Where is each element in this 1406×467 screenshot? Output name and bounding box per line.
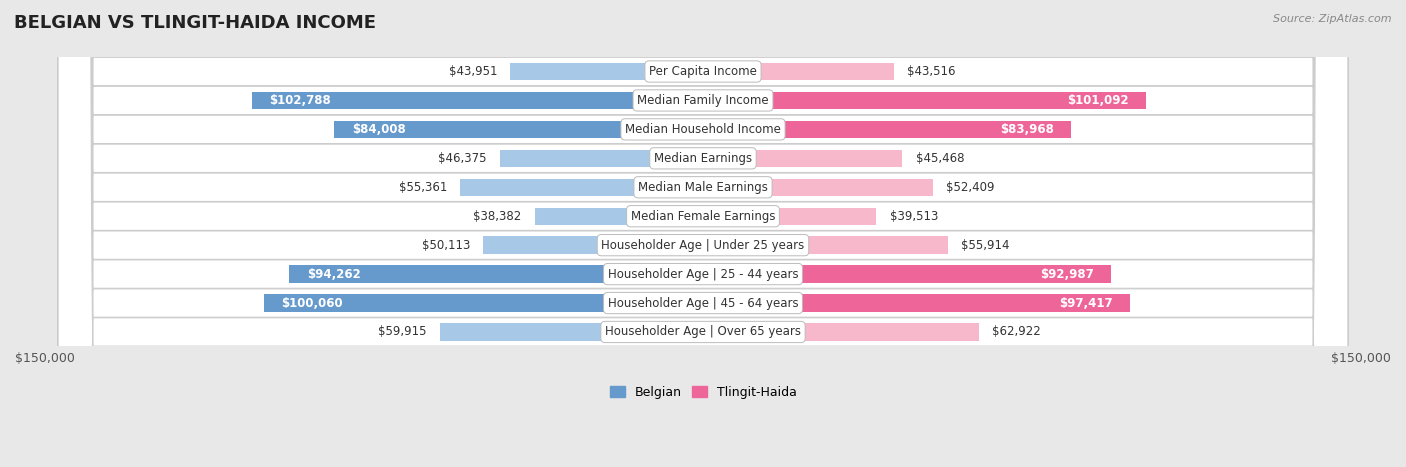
- Bar: [440, 323, 703, 340]
- Text: $102,788: $102,788: [270, 94, 332, 107]
- Text: $39,513: $39,513: [890, 210, 938, 223]
- Text: $46,375: $46,375: [437, 152, 486, 165]
- Bar: [252, 92, 703, 109]
- Bar: [703, 149, 903, 167]
- FancyBboxPatch shape: [58, 0, 1348, 467]
- Text: Median Earnings: Median Earnings: [654, 152, 752, 165]
- Text: $55,361: $55,361: [398, 181, 447, 194]
- Text: $62,922: $62,922: [993, 325, 1040, 339]
- Text: $92,987: $92,987: [1039, 268, 1094, 281]
- Text: Median Household Income: Median Household Income: [626, 123, 780, 136]
- FancyBboxPatch shape: [58, 0, 1348, 467]
- Text: $52,409: $52,409: [946, 181, 994, 194]
- Text: $97,417: $97,417: [1059, 297, 1112, 310]
- Text: $94,262: $94,262: [307, 268, 361, 281]
- Bar: [703, 323, 979, 340]
- Text: Householder Age | 25 - 44 years: Householder Age | 25 - 44 years: [607, 268, 799, 281]
- Text: Per Capita Income: Per Capita Income: [650, 65, 756, 78]
- Bar: [534, 207, 703, 225]
- Bar: [499, 149, 703, 167]
- Bar: [290, 265, 703, 283]
- FancyBboxPatch shape: [58, 0, 1348, 467]
- Text: Householder Age | 45 - 64 years: Householder Age | 45 - 64 years: [607, 297, 799, 310]
- Bar: [703, 63, 894, 80]
- FancyBboxPatch shape: [58, 0, 1348, 467]
- Text: BELGIAN VS TLINGIT-HAIDA INCOME: BELGIAN VS TLINGIT-HAIDA INCOME: [14, 14, 375, 32]
- FancyBboxPatch shape: [58, 0, 1348, 467]
- Text: Householder Age | Over 65 years: Householder Age | Over 65 years: [605, 325, 801, 339]
- Bar: [703, 178, 934, 196]
- Text: $43,951: $43,951: [449, 65, 498, 78]
- FancyBboxPatch shape: [58, 0, 1348, 467]
- Text: $83,968: $83,968: [1000, 123, 1054, 136]
- Text: $43,516: $43,516: [907, 65, 956, 78]
- Text: $38,382: $38,382: [474, 210, 522, 223]
- Text: $50,113: $50,113: [422, 239, 470, 252]
- FancyBboxPatch shape: [58, 0, 1348, 467]
- Bar: [510, 63, 703, 80]
- FancyBboxPatch shape: [58, 0, 1348, 467]
- Text: $45,468: $45,468: [915, 152, 965, 165]
- Text: $84,008: $84,008: [352, 123, 406, 136]
- Bar: [460, 178, 703, 196]
- Text: $59,915: $59,915: [378, 325, 427, 339]
- Text: Median Female Earnings: Median Female Earnings: [631, 210, 775, 223]
- Text: $100,060: $100,060: [281, 297, 343, 310]
- Bar: [703, 294, 1130, 311]
- Bar: [703, 207, 876, 225]
- Text: Median Male Earnings: Median Male Earnings: [638, 181, 768, 194]
- Bar: [335, 120, 703, 138]
- Bar: [484, 236, 703, 254]
- Bar: [703, 236, 948, 254]
- Text: Source: ZipAtlas.com: Source: ZipAtlas.com: [1274, 14, 1392, 24]
- Bar: [703, 92, 1146, 109]
- FancyBboxPatch shape: [58, 0, 1348, 467]
- Bar: [703, 265, 1111, 283]
- Text: $101,092: $101,092: [1067, 94, 1129, 107]
- FancyBboxPatch shape: [58, 0, 1348, 467]
- Text: Householder Age | Under 25 years: Householder Age | Under 25 years: [602, 239, 804, 252]
- Bar: [264, 294, 703, 311]
- Text: Median Family Income: Median Family Income: [637, 94, 769, 107]
- Bar: [703, 120, 1071, 138]
- Text: $55,914: $55,914: [962, 239, 1010, 252]
- Legend: Belgian, Tlingit-Haida: Belgian, Tlingit-Haida: [605, 381, 801, 404]
